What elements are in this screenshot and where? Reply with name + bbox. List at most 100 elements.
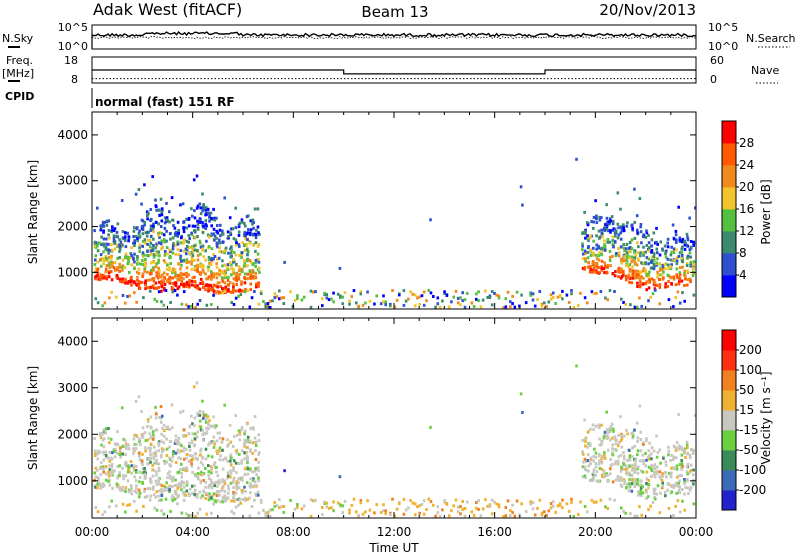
echo-cell — [617, 251, 621, 255]
echo-cell — [420, 294, 424, 298]
echo-cell — [146, 462, 149, 466]
colorbar-segment — [722, 370, 736, 391]
echo-cell — [600, 461, 604, 465]
echo-cell — [692, 263, 695, 267]
echo-cell — [296, 297, 299, 300]
echo-cell — [629, 303, 632, 307]
echo-cell — [176, 442, 180, 446]
echo-cell — [605, 216, 609, 220]
echo-cell — [142, 296, 145, 300]
echo-cell — [149, 208, 153, 211]
echo-cell — [617, 455, 620, 459]
echo-cell — [603, 430, 607, 434]
echo-cell — [627, 482, 631, 486]
echo-cell — [339, 503, 342, 507]
echo-cell — [364, 510, 367, 514]
echo-cell — [177, 231, 180, 235]
echo-cell — [146, 420, 150, 424]
echo-cell — [633, 261, 637, 265]
echo-cell — [201, 204, 205, 208]
echo-cell — [672, 275, 675, 279]
echo-cell — [118, 277, 121, 281]
echo-cell — [234, 226, 238, 230]
echo-cell — [215, 229, 218, 233]
echo-cell — [93, 449, 97, 453]
echo-cell — [108, 266, 111, 270]
echo-cell — [511, 503, 514, 507]
echo-cell — [235, 484, 238, 488]
echo-cell — [622, 225, 625, 228]
echo-cell — [248, 514, 252, 518]
echo-cell — [163, 487, 167, 491]
echo-cell — [237, 243, 241, 247]
echo-cell — [619, 453, 623, 457]
echo-cell — [204, 418, 208, 422]
echo-cell — [608, 497, 612, 501]
echo-cell — [359, 292, 363, 296]
echo-cell — [633, 256, 637, 260]
echo-cell — [149, 480, 152, 484]
echo-cell — [289, 498, 292, 502]
echo-cell — [165, 460, 169, 464]
echo-cell — [321, 297, 324, 301]
echo-cell — [133, 280, 136, 284]
echo-cell — [598, 443, 602, 447]
echo-cell — [678, 266, 682, 270]
echo-cell — [656, 465, 659, 469]
echo-cell — [238, 221, 242, 225]
echo-cell — [461, 291, 464, 295]
echo-cell — [108, 450, 112, 454]
echo-cell — [173, 483, 177, 487]
echo-cell — [666, 241, 669, 245]
echo-cell — [228, 281, 232, 285]
echo-cell — [620, 275, 624, 278]
echo-cell — [208, 261, 211, 265]
echo-cell — [647, 249, 651, 253]
echo-cell — [114, 504, 118, 508]
freq-tick-bottom: 8 — [71, 73, 78, 86]
echo-cell — [146, 487, 150, 491]
echo-cell — [624, 511, 628, 515]
echo-cell — [420, 503, 424, 506]
echo-cell — [165, 481, 168, 485]
echo-cell — [441, 508, 444, 512]
echo-cell — [145, 494, 149, 498]
echo-cell — [219, 234, 222, 238]
echo-cell — [199, 473, 203, 477]
echo-cell — [108, 459, 111, 463]
echo-cell — [115, 230, 119, 234]
echo-cell — [602, 267, 606, 271]
echo-cell — [193, 268, 197, 272]
echo-cell — [192, 385, 196, 389]
echo-cell — [404, 508, 408, 512]
echo-cell — [209, 424, 213, 428]
echo-cell — [233, 251, 236, 255]
echo-cell — [611, 228, 614, 232]
echo-cell — [497, 296, 501, 300]
echo-cell — [116, 222, 120, 226]
echo-cell — [245, 232, 249, 236]
echo-cell — [257, 460, 260, 464]
echo-cell — [602, 435, 606, 439]
echo-cell — [144, 264, 147, 268]
echo-cell — [129, 252, 133, 255]
echo-cell — [529, 293, 532, 297]
echo-cell — [251, 275, 254, 278]
echo-cell — [160, 275, 163, 279]
echo-cell — [614, 438, 617, 442]
echo-cell — [655, 455, 659, 459]
echo-cell — [191, 249, 195, 253]
echo-cell — [266, 510, 270, 514]
echo-cell — [240, 280, 243, 284]
echo-cell — [633, 428, 636, 432]
echo-cell — [199, 281, 202, 285]
echo-cell — [96, 457, 100, 461]
echo-cell — [254, 440, 258, 444]
echo-cell — [502, 306, 505, 310]
echo-cell — [99, 264, 103, 268]
echo-cell — [603, 451, 606, 455]
echo-cell — [124, 301, 127, 305]
echo-cell — [96, 301, 100, 305]
echo-cell — [141, 232, 145, 236]
echo-cell — [667, 267, 670, 271]
